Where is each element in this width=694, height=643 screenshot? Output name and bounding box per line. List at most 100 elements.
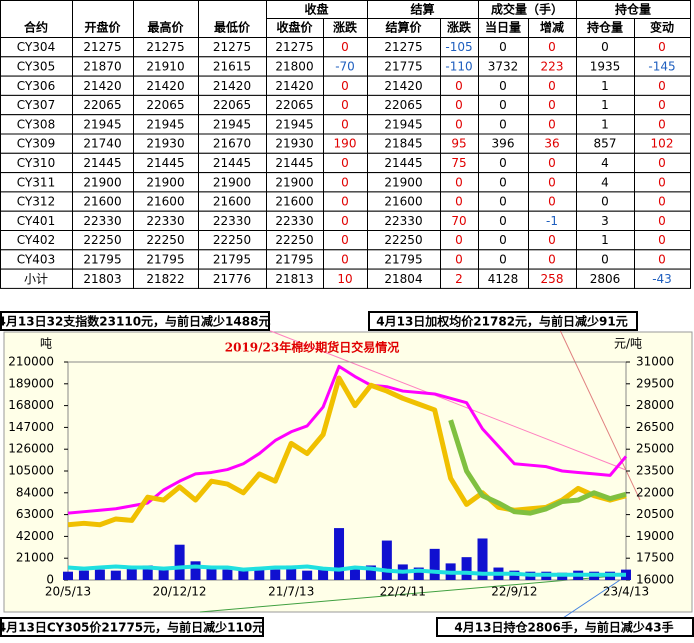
y-unit: 吨 — [40, 337, 52, 351]
table-value: 0 — [499, 175, 507, 189]
bar — [206, 567, 217, 580]
leader-line — [559, 329, 641, 501]
table-value: CY306 — [17, 79, 55, 93]
bar — [381, 540, 392, 580]
bar — [365, 565, 376, 580]
y2-tick-label: 19000 — [636, 529, 674, 543]
y-tick-label: 147000 — [8, 420, 54, 434]
table-value: 190 — [334, 137, 357, 151]
table-value: 21900 — [213, 175, 251, 189]
table-value: 3732 — [488, 59, 519, 73]
table-value: 21420 — [384, 79, 422, 93]
table-value: 0 — [455, 98, 463, 112]
table-value: CY402 — [17, 233, 55, 247]
table-value: CY312 — [17, 195, 55, 209]
y2-tick-label: 26500 — [636, 420, 674, 434]
header-text: 最低价 — [214, 20, 251, 35]
table-value: 75 — [451, 156, 466, 170]
table-value: 21900 — [275, 175, 313, 189]
table-value: 21930 — [275, 137, 313, 151]
bar — [302, 570, 313, 580]
y2-tick-label: 29500 — [636, 376, 674, 390]
series-line — [67, 375, 627, 528]
table-value: 21420 — [146, 79, 184, 93]
series-line — [448, 419, 627, 516]
x-tick-label: 22/2/11 — [380, 585, 426, 599]
header-text: 收盘价 — [276, 20, 313, 35]
bar — [158, 568, 169, 580]
table-value: 4128 — [488, 272, 519, 286]
table-value: 0 — [601, 40, 609, 54]
table-value: 0 — [341, 252, 349, 266]
table-value: 0 — [601, 195, 609, 209]
table-value: 22250 — [83, 233, 121, 247]
table-value: 1 — [601, 98, 609, 112]
table-value: 21945 — [384, 117, 422, 131]
table-value: 21795 — [146, 252, 184, 266]
table-value: 22330 — [213, 214, 251, 228]
table-value: 21275 — [275, 40, 313, 54]
table-value: 1935 — [590, 59, 621, 73]
table-value: 0 — [455, 79, 463, 93]
table-value: 小计 — [24, 272, 48, 286]
table-value: 4 — [601, 156, 609, 170]
table-value: 22330 — [275, 214, 313, 228]
bar — [78, 570, 89, 580]
x-tick-label: 20/5/13 — [45, 585, 91, 599]
table-value: CY403 — [17, 252, 55, 266]
bar — [142, 565, 153, 580]
bar — [413, 567, 424, 580]
bar — [190, 561, 201, 580]
table-value: 0 — [499, 98, 507, 112]
header-text: 合约 — [24, 20, 48, 35]
table-value: 21420 — [275, 79, 313, 93]
bar — [286, 565, 297, 580]
table-value: 21600 — [146, 195, 184, 209]
table-value: 21800 — [275, 59, 313, 73]
x-tick-label: 20/12/12 — [153, 585, 207, 599]
header-text: 当日量 — [485, 20, 521, 35]
table-value: CY305 — [17, 59, 55, 73]
leader-line — [559, 579, 621, 621]
table-value: 0 — [548, 233, 556, 247]
bar — [238, 570, 249, 580]
y2-tick-label: 31000 — [636, 355, 674, 369]
table-value: 22250 — [213, 233, 251, 247]
y-tick-label: 105000 — [8, 464, 54, 478]
table-value: 21775 — [384, 59, 422, 73]
table-value: 21670 — [213, 137, 251, 151]
header-text: 最高价 — [147, 20, 184, 35]
header-text: 持仓量 — [587, 20, 623, 35]
bar — [63, 571, 73, 580]
table-value: 4 — [601, 175, 609, 189]
table-value: CY310 — [17, 156, 55, 170]
x-tick-label: 22/9/12 — [491, 585, 537, 599]
table-value: 0 — [455, 175, 463, 189]
table-value: 0 — [341, 98, 349, 112]
table-value: 70 — [451, 214, 466, 228]
table-value: 21900 — [146, 175, 184, 189]
note-text: 4月13日CY305价21775元，与前日减少110元 — [0, 620, 264, 635]
y-tick-label: 42000 — [16, 529, 54, 543]
y-tick-label: 168000 — [8, 398, 54, 412]
chart-title: 2019/23年棉纱期货日交易情况 — [225, 340, 399, 355]
table-value: 21930 — [146, 137, 184, 151]
header-cell — [72, 0, 134, 38]
table-value: 21600 — [275, 195, 313, 209]
table-value: 0 — [658, 252, 666, 266]
table-value: 0 — [658, 117, 666, 131]
table-value: 0 — [341, 117, 349, 131]
table-value: 95 — [451, 137, 466, 151]
table-value: 22065 — [213, 98, 251, 112]
table-value: 22065 — [384, 98, 422, 112]
bar — [477, 538, 488, 580]
x-tick-label: 21/7/13 — [268, 585, 314, 599]
header-text: 收盘 — [304, 2, 328, 17]
table-value: 0 — [499, 79, 507, 93]
table-value: 21900 — [83, 175, 121, 189]
table-value: 2806 — [590, 272, 621, 286]
table-value: CY304 — [17, 40, 55, 54]
bar — [126, 567, 137, 580]
table-value: 223 — [541, 59, 564, 73]
bar — [94, 569, 105, 580]
